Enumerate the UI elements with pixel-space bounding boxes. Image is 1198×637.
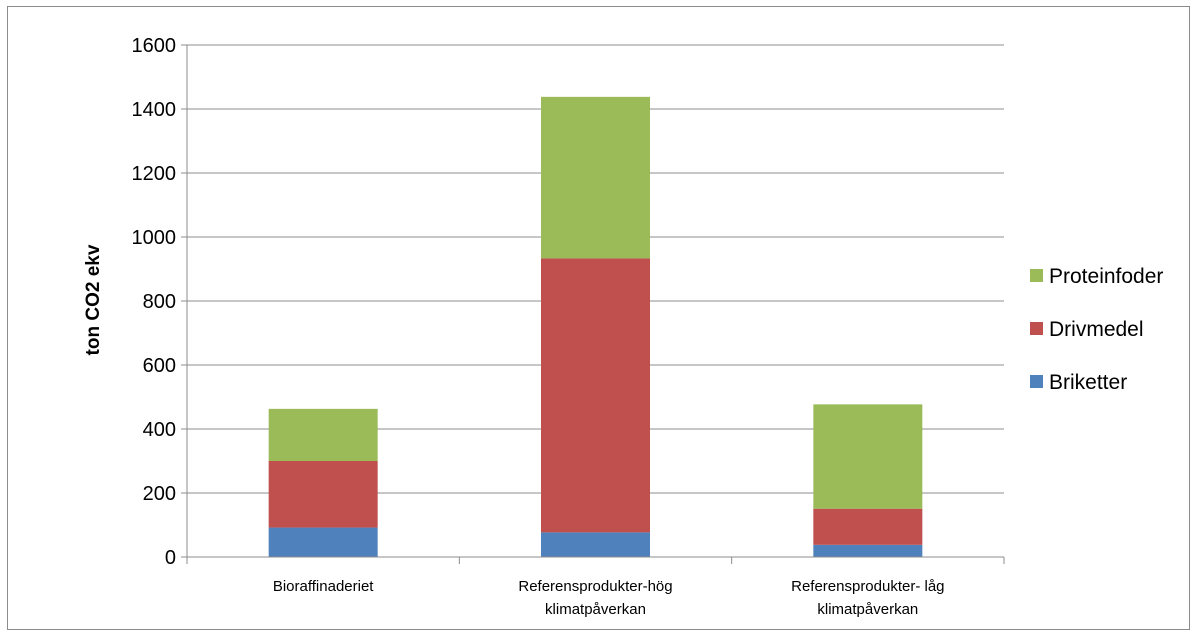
x-category-label: Referensprodukter- låg (791, 578, 944, 595)
y-axis-title: ton CO2 ekv (83, 244, 104, 355)
legend-swatch-briketter (1030, 375, 1043, 388)
legend-swatch-proteinfoder (1030, 269, 1043, 282)
y-tick-label: 1400 (132, 99, 177, 121)
bars (268, 96, 923, 557)
y-tick-labels: 0 200 400 600 800 1000 1200 1400 1600 (132, 35, 177, 569)
bar-proteinfoder-1 (541, 96, 650, 259)
bar-proteinfoder-0 (268, 408, 378, 461)
bar-drivmedel-1 (541, 258, 650, 533)
axes (186, 45, 1005, 564)
bar-proteinfoder-2 (813, 404, 923, 509)
x-category-label: klimatpåverkan (545, 601, 646, 618)
legend-label-proteinfoder: Proteinfoder (1049, 265, 1163, 288)
x-category-label: Referensprodukter-hög (518, 578, 672, 595)
bar-briketter-2 (813, 544, 923, 557)
legend-label-briketter: Briketter (1049, 371, 1127, 394)
bar-drivmedel-2 (813, 508, 923, 545)
y-tick-label: 1200 (132, 163, 177, 185)
x-category-labels: Bioraffinaderiet Referensprodukter-hög kli… (273, 578, 945, 618)
bar-briketter-1 (541, 532, 650, 557)
y-tick-label: 0 (165, 547, 176, 569)
bar-drivmedel-0 (268, 461, 378, 528)
y-tick-label: 1600 (132, 35, 177, 57)
bar-briketter-0 (268, 527, 378, 557)
legend-swatch-drivmedel (1030, 322, 1043, 335)
legend-label-drivmedel: Drivmedel (1049, 318, 1144, 341)
y-tick-label: 800 (143, 291, 176, 313)
x-category-label: Bioraffinaderiet (273, 578, 374, 595)
y-tick-label: 600 (143, 355, 176, 377)
y-tick-label: 1000 (132, 227, 177, 249)
y-tick-label: 400 (143, 419, 176, 441)
legend: Proteinfoder Drivmedel Briketter (1030, 265, 1163, 394)
x-category-label: klimatpåverkan (817, 601, 918, 618)
y-tick-label: 200 (143, 483, 176, 505)
